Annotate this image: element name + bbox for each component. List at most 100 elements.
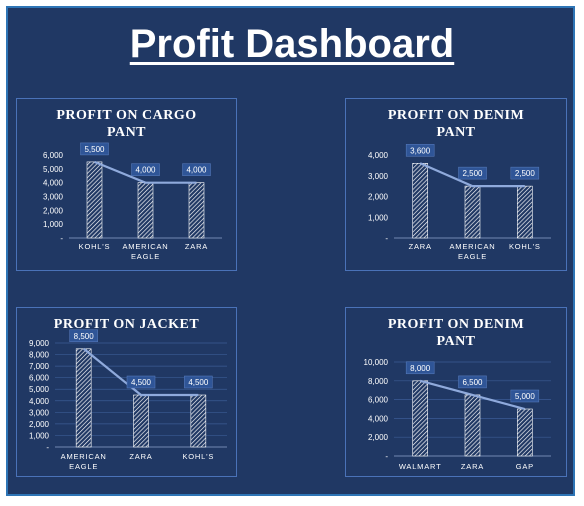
bar: [464, 185, 481, 239]
y-tick-label: 6,000: [368, 396, 389, 405]
data-label-box: [458, 166, 487, 180]
data-label: 2,500: [462, 169, 483, 178]
chart-svg: - 1,000 2,000 3,000 4,000 3,600 2,500 2,500 ZARA…: [368, 144, 551, 261]
y-tick-label: 4,000: [368, 414, 389, 423]
y-tick-label: -: [385, 452, 388, 461]
y-tick-label: 4,000: [43, 179, 64, 188]
y-tick-label: 3,000: [368, 172, 389, 181]
data-label: 8,500: [74, 332, 95, 341]
chart-title-line: PROFIT ON JACKET: [53, 317, 200, 332]
category-label: KOHL'S: [79, 242, 111, 251]
data-label: 4,000: [135, 166, 156, 175]
y-tick-label: 6,000: [29, 374, 50, 383]
bar: [517, 408, 533, 457]
data-label-box: [69, 329, 98, 343]
bar: [412, 380, 428, 457]
y-tick-label: -: [385, 234, 388, 243]
category-label: EAGLE: [458, 252, 487, 261]
chart-title: PROFIT ON CARGO PANT: [17, 107, 236, 141]
y-tick-label: 5,000: [29, 385, 50, 394]
y-tick-label: 2,000: [368, 193, 389, 202]
category-label: KOHL'S: [509, 242, 541, 251]
trend-line: [419, 379, 526, 411]
data-label-box: [80, 142, 109, 156]
data-label: 5,500: [84, 145, 105, 154]
y-tick-label: 8,000: [29, 351, 50, 360]
category-label: AMERICAN: [123, 242, 169, 251]
data-label-box: [458, 375, 487, 389]
data-label-box: [184, 375, 213, 389]
bar: [137, 182, 154, 239]
y-tick-label: 10,000: [364, 358, 389, 367]
chart-title: PROFIT ON DENIM PANT: [346, 107, 566, 141]
data-label-box: [405, 361, 435, 375]
data-label: 4,000: [186, 166, 207, 175]
dashboard-title: Profit Dashboard: [129, 22, 455, 66]
category-label: EAGLE: [131, 252, 160, 261]
data-label-box: [405, 144, 435, 157]
category-label: AMERICAN: [61, 452, 107, 461]
category-label: WALMART: [399, 462, 442, 471]
y-tick-label: 6,000: [43, 151, 64, 160]
chart-svg: - 2,000 4,000 6,000 8,000 10,000 8,000 6,500 5,0…: [364, 358, 551, 471]
data-label: 5,000: [515, 392, 536, 401]
chart-panel-jacket: PROFIT ON JACKET - 1,000 2,000 3,000 4,000 5,…: [16, 307, 237, 477]
y-tick-label: 3,000: [29, 408, 50, 417]
data-label: 8,000: [410, 364, 431, 373]
data-label: 3,600: [410, 146, 431, 155]
y-tick-label: -: [46, 443, 49, 452]
y-tick-label: 4,000: [368, 151, 389, 160]
y-tick-label: 4,000: [29, 397, 50, 406]
category-label: ZARA: [409, 242, 432, 251]
data-label-box: [182, 163, 211, 176]
chart-svg: - 1,000 2,000 3,000 4,000 5,000 6,000 5,500 4,00…: [43, 142, 222, 261]
chart-title: PROFIT ON DENIM PANT: [346, 316, 566, 350]
chart-title-line: PROFIT ON DENIM: [387, 317, 525, 332]
chart-svg: - 1,000 2,000 3,000 4,000 5,000 6,000 7,000 8,00…: [29, 329, 227, 471]
y-tick-label: 1,000: [43, 220, 64, 229]
chart-title: PROFIT ON JACKET: [17, 316, 236, 333]
y-tick-label: 7,000: [29, 362, 50, 371]
chart-panel-denim-pant: PROFIT ON DENIM PANT - 1,000 2,000 3,000 4,0…: [345, 98, 567, 271]
bar: [412, 163, 428, 239]
bar: [190, 394, 207, 448]
data-label-box: [510, 389, 540, 403]
y-tick-label: 5,000: [43, 165, 64, 174]
bar: [133, 394, 149, 448]
y-tick-label: 3,000: [43, 193, 64, 202]
bar: [188, 182, 205, 239]
category-label: ZARA: [129, 452, 152, 461]
bar: [75, 348, 92, 448]
y-tick-label: 2,000: [43, 206, 64, 215]
chart-title-line: PROFIT ON DENIM: [387, 108, 525, 123]
category-label: KOHL'S: [182, 452, 214, 461]
y-tick-label: 2,000: [29, 420, 50, 429]
bar: [86, 161, 103, 239]
data-label: 6,500: [462, 378, 483, 387]
category-label: GAP: [516, 462, 534, 471]
y-tick-label: 2,000: [368, 433, 389, 442]
chart-panel-cargo-pant: PROFIT ON CARGO PANT - 1,000 2,000 3,000 4,0…: [16, 98, 237, 271]
y-tick-label: 1,000: [368, 213, 389, 222]
data-label: 2,500: [515, 169, 536, 178]
data-label-box: [126, 375, 156, 389]
category-label: EAGLE: [69, 462, 98, 471]
chart-title-line: PANT: [106, 125, 147, 140]
chart-panel-denim-pant-2: PROFIT ON DENIM PANT - 2,000 4,000 6,000 8,0…: [345, 307, 567, 477]
trend-line: [419, 162, 525, 188]
trend-line: [82, 347, 199, 397]
y-tick-label: 1,000: [29, 431, 50, 440]
chart-title-line: PANT: [436, 334, 476, 349]
chart-title-line: PANT: [436, 125, 476, 140]
data-label: 4,500: [131, 378, 152, 387]
bar: [464, 394, 481, 457]
data-label-box: [510, 166, 540, 180]
y-tick-label: 8,000: [368, 377, 389, 386]
y-tick-label: 9,000: [29, 339, 50, 348]
category-label: ZARA: [461, 462, 484, 471]
bar: [517, 185, 533, 239]
chart-title-line: PROFIT ON CARGO: [56, 108, 197, 123]
category-label: ZARA: [185, 242, 208, 251]
data-label: 4,500: [188, 378, 209, 387]
data-label-box: [131, 163, 160, 176]
